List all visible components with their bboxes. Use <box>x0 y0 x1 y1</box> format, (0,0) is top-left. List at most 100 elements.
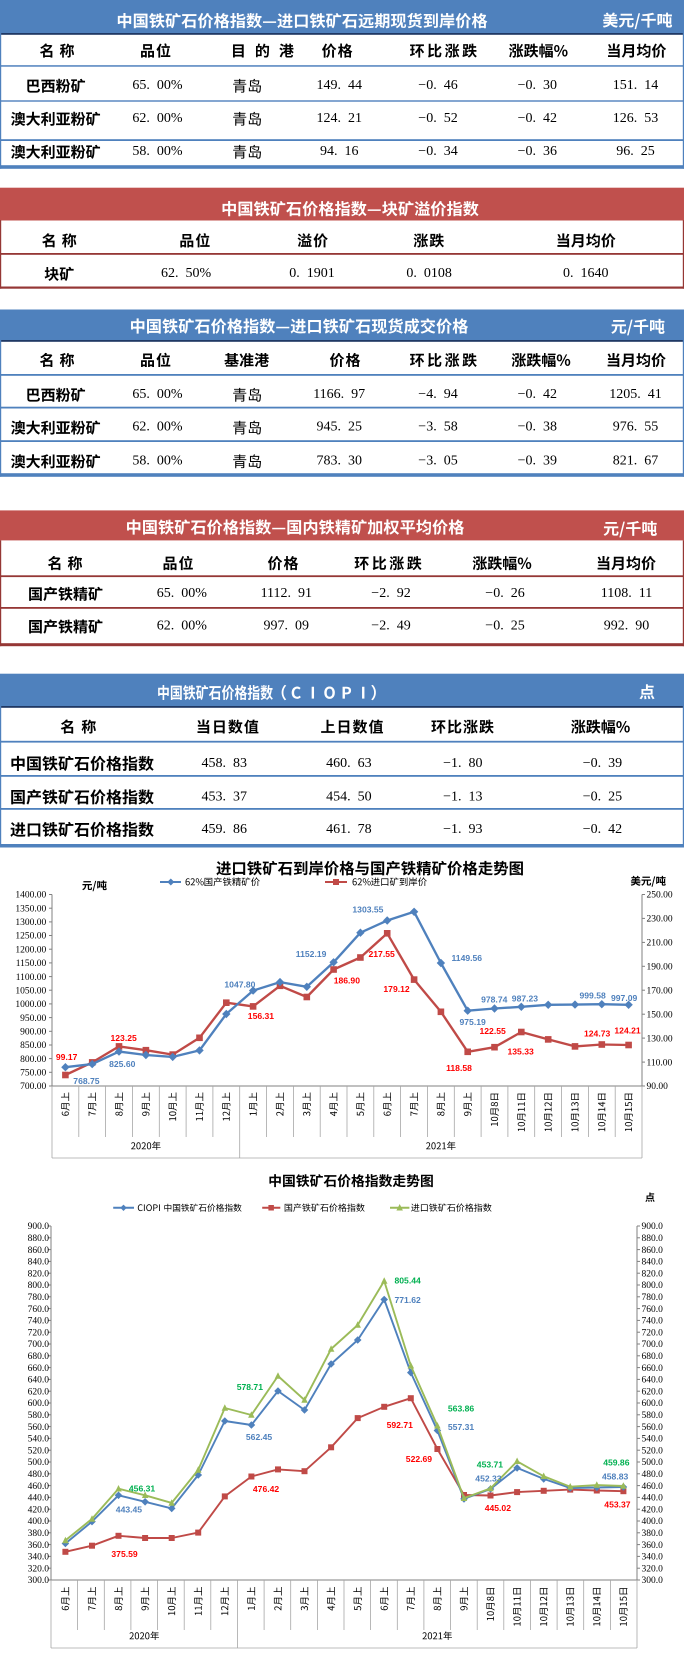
svg-text:126. 53: 126. 53 <box>613 111 659 126</box>
svg-text:458. 83: 458. 83 <box>202 756 248 771</box>
svg-text:400.0: 400.0 <box>642 1517 664 1527</box>
svg-text:880.0: 880.0 <box>642 1234 664 1244</box>
svg-text:1100.00: 1100.00 <box>16 973 47 983</box>
svg-text:360.0: 360.0 <box>28 1541 50 1551</box>
svg-text:1149.56: 1149.56 <box>452 953 483 963</box>
svg-text:999.58: 999.58 <box>580 990 607 1000</box>
svg-text:1152.19: 1152.19 <box>296 949 327 959</box>
svg-text:340.0: 340.0 <box>28 1553 50 1563</box>
svg-text:62. 00%: 62. 00% <box>132 111 183 126</box>
svg-text:461. 78: 461. 78 <box>326 822 372 837</box>
svg-text:58. 00%: 58. 00% <box>132 453 183 468</box>
svg-text:805.44: 805.44 <box>395 1275 422 1285</box>
svg-text:440.0: 440.0 <box>642 1494 664 1504</box>
svg-text:1300.00: 1300.00 <box>15 918 46 928</box>
svg-text:453. 37: 453. 37 <box>202 789 248 804</box>
svg-text:460. 63: 460. 63 <box>326 756 372 771</box>
svg-text:700.0: 700.0 <box>642 1340 664 1350</box>
svg-text:−2. 49: −2. 49 <box>371 619 410 634</box>
svg-text:0. 1901: 0. 1901 <box>289 266 335 281</box>
svg-text:821. 67: 821. 67 <box>613 453 659 468</box>
svg-text:96. 25: 96. 25 <box>616 144 655 159</box>
svg-text:150.00: 150.00 <box>647 1010 673 1020</box>
svg-text:1350.00: 1350.00 <box>15 904 46 914</box>
svg-text:454. 50: 454. 50 <box>326 789 372 804</box>
svg-text:860.0: 860.0 <box>642 1246 664 1256</box>
svg-text:−0. 39: −0. 39 <box>583 756 622 771</box>
svg-text:−0. 52: −0. 52 <box>418 111 457 126</box>
svg-text:−0. 25: −0. 25 <box>583 789 622 804</box>
svg-text:997. 09: 997. 09 <box>264 619 310 634</box>
svg-text:578.71: 578.71 <box>237 1382 264 1392</box>
svg-text:0. 1640: 0. 1640 <box>563 266 609 281</box>
svg-text:580.0: 580.0 <box>28 1411 50 1421</box>
svg-text:400.0: 400.0 <box>28 1517 50 1527</box>
svg-text:560.0: 560.0 <box>642 1423 664 1433</box>
svg-text:300.0: 300.0 <box>642 1576 664 1586</box>
svg-text:−0. 30: −0. 30 <box>518 78 557 93</box>
svg-text:950.00: 950.00 <box>20 1014 46 1024</box>
svg-text:459. 86: 459. 86 <box>202 822 248 837</box>
svg-text:190.00: 190.00 <box>647 963 673 973</box>
svg-text:−0. 25: −0. 25 <box>485 619 524 634</box>
svg-text:580.0: 580.0 <box>642 1411 664 1421</box>
svg-text:−0. 42: −0. 42 <box>518 387 557 402</box>
svg-text:453.37: 453.37 <box>604 1500 631 1510</box>
svg-text:250.00: 250.00 <box>647 891 673 901</box>
svg-text:459.86: 459.86 <box>603 1457 630 1467</box>
svg-text:768.75: 768.75 <box>73 1076 100 1086</box>
svg-text:−0. 39: −0. 39 <box>518 453 557 468</box>
svg-text:320.0: 320.0 <box>642 1564 664 1574</box>
svg-text:94. 16: 94. 16 <box>320 144 359 159</box>
svg-text:760.0: 760.0 <box>28 1305 50 1315</box>
svg-text:1303.55: 1303.55 <box>352 905 383 915</box>
svg-text:500.0: 500.0 <box>28 1458 50 1468</box>
svg-text:840.0: 840.0 <box>642 1258 664 1268</box>
svg-text:−0. 42: −0. 42 <box>583 822 622 837</box>
svg-text:420.0: 420.0 <box>642 1505 664 1515</box>
svg-text:1047.80: 1047.80 <box>224 979 255 989</box>
svg-text:124.21: 124.21 <box>614 1026 641 1036</box>
svg-text:997.09: 997.09 <box>611 993 638 1003</box>
svg-text:840.0: 840.0 <box>28 1258 50 1268</box>
svg-text:453.71: 453.71 <box>477 1460 504 1470</box>
svg-text:660.0: 660.0 <box>28 1364 50 1374</box>
svg-text:720.0: 720.0 <box>642 1328 664 1338</box>
svg-text:760.0: 760.0 <box>642 1305 664 1315</box>
svg-text:900.0: 900.0 <box>28 1222 50 1232</box>
svg-text:750.00: 750.00 <box>20 1069 46 1079</box>
svg-text:476.42: 476.42 <box>253 1484 280 1494</box>
svg-text:800.0: 800.0 <box>28 1281 50 1291</box>
svg-text:−0. 46: −0. 46 <box>418 78 457 93</box>
svg-text:780.0: 780.0 <box>642 1293 664 1303</box>
svg-text:783. 30: 783. 30 <box>316 453 362 468</box>
svg-text:−0. 26: −0. 26 <box>485 586 524 601</box>
svg-text:992. 90: 992. 90 <box>604 619 650 634</box>
svg-text:1108. 11: 1108. 11 <box>601 586 652 601</box>
svg-text:380.0: 380.0 <box>642 1529 664 1539</box>
svg-text:149. 44: 149. 44 <box>316 78 362 93</box>
svg-text:1000.00: 1000.00 <box>15 1000 46 1010</box>
svg-text:800.0: 800.0 <box>642 1281 664 1291</box>
svg-text:99.17: 99.17 <box>56 1052 78 1062</box>
svg-text:179.12: 179.12 <box>383 984 410 994</box>
svg-text:620.0: 620.0 <box>28 1387 50 1397</box>
svg-text:557.31: 557.31 <box>448 1422 475 1432</box>
svg-text:−1. 93: −1. 93 <box>443 822 482 837</box>
svg-text:300.0: 300.0 <box>28 1576 50 1586</box>
svg-text:540.0: 540.0 <box>642 1435 664 1445</box>
svg-text:456.31: 456.31 <box>129 1484 156 1494</box>
svg-text:−2. 92: −2. 92 <box>371 586 410 601</box>
svg-text:563.86: 563.86 <box>448 1403 475 1413</box>
svg-text:118.58: 118.58 <box>446 1063 472 1073</box>
svg-text:600.0: 600.0 <box>28 1399 50 1409</box>
svg-text:156.31: 156.31 <box>248 1011 275 1021</box>
svg-text:700.0: 700.0 <box>28 1340 50 1350</box>
svg-text:375.59: 375.59 <box>111 1549 138 1559</box>
svg-text:62. 00%: 62. 00% <box>157 619 208 634</box>
svg-text:65. 00%: 65. 00% <box>157 586 208 601</box>
svg-text:680.0: 680.0 <box>642 1352 664 1362</box>
svg-text:122.55: 122.55 <box>480 1026 507 1036</box>
svg-text:65. 00%: 65. 00% <box>132 78 183 93</box>
svg-text:740.0: 740.0 <box>642 1317 664 1327</box>
